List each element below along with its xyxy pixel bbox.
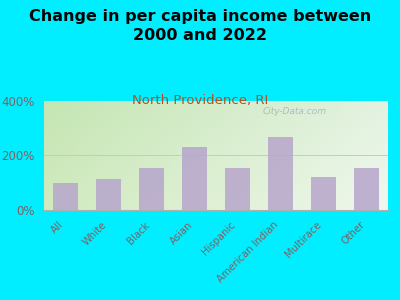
Bar <box>182 147 208 210</box>
Text: North Providence, RI: North Providence, RI <box>132 94 268 107</box>
Text: City-Data.com: City-Data.com <box>263 106 327 116</box>
Bar <box>354 168 379 210</box>
Bar <box>225 168 250 210</box>
Bar <box>138 168 164 210</box>
Bar <box>268 137 293 210</box>
Bar <box>53 183 78 210</box>
Bar <box>311 177 336 210</box>
Bar <box>96 178 122 210</box>
Text: Change in per capita income between
2000 and 2022: Change in per capita income between 2000… <box>29 9 371 43</box>
